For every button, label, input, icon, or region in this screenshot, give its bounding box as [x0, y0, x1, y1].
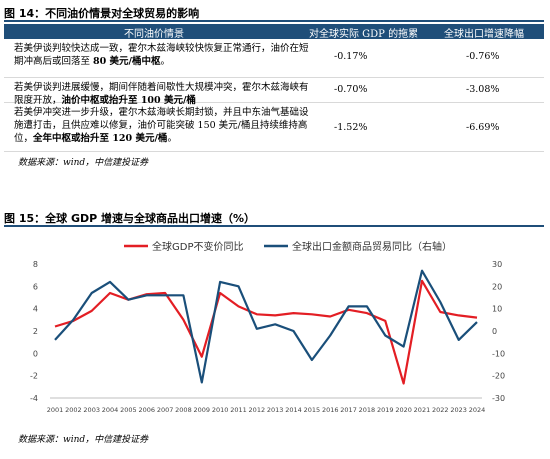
x-tick-label: 2007 — [157, 406, 174, 414]
x-tick-label: 2022 — [432, 406, 449, 414]
y-axis-right: -30 -20 -10 0 10 20 30 — [492, 260, 505, 403]
scenario-desc: 若美伊冲突进一步升级，霍尔木兹海峡长期封锁，并且中东油气基础设施遭打击，且供应难… — [14, 107, 309, 144]
series-line-gdp — [54, 279, 478, 385]
y-left-tick-label: 8 — [33, 260, 38, 269]
y-right-tick-label: 30 — [492, 260, 502, 269]
x-tick-label: 2011 — [230, 406, 247, 414]
x-tick-label: 2008 — [175, 406, 192, 414]
fig15-source: 数据来源：wind，中信建投证券 — [18, 435, 149, 445]
x-tick-label: 2024 — [469, 406, 486, 414]
x-tick-label: 2021 — [414, 406, 431, 414]
y-right-tick-label: 0 — [492, 327, 497, 336]
x-tick-label: 2010 — [212, 406, 229, 414]
header-export: 全球出口增速降幅 — [444, 29, 524, 40]
table-header: 不同油价情景 对全球实际 GDP 的拖累 全球出口增速降幅 — [4, 24, 544, 40]
scenario-desc: 若美伊谈判进展缓慢，期间伴随着间歇性大规模冲突，霍尔木兹海峡有限度开放，油价中枢… — [14, 82, 309, 106]
legend-label-gdp: 全球GDP不变价同比 — [152, 240, 243, 253]
x-tick-label: 2005 — [120, 406, 137, 414]
x-tick-label: 2023 — [450, 406, 467, 414]
y-left-tick-label: 6 — [33, 282, 38, 291]
fig15-title: 图 15：全球 GDP 增速与全球商品出口增速（%） — [4, 212, 256, 225]
series-line-export — [54, 269, 478, 384]
table-row: 若美伊谈判进展缓慢，期间伴随着间歇性大规模冲突，霍尔木兹海峡有限度开放，油价中枢… — [4, 78, 544, 106]
scenario-desc: 若美伊谈判较快达成一致，霍尔木兹海峡较快恢复正常通行，油价在短期冲高后或回落至 … — [14, 43, 309, 67]
export-decline-value: -3.08% — [466, 84, 500, 95]
x-tick-label: 2006 — [138, 406, 155, 414]
x-tick-label: 2015 — [304, 406, 321, 414]
y-right-tick-label: -30 — [492, 394, 505, 403]
x-tick-label: 2002 — [65, 406, 82, 414]
fig15-top-rule — [4, 225, 544, 227]
header-scenario: 不同油价情景 — [124, 29, 184, 40]
x-tick-label: 2004 — [102, 406, 119, 414]
gdp-drag-value: -0.70% — [334, 84, 368, 95]
x-tick-label: 2017 — [340, 406, 357, 414]
fig14-title: 图 14：不同油价情景对全球贸易的影响 — [4, 7, 200, 20]
y-axis-left: -4 -2 0 2 4 6 8 — [30, 260, 38, 403]
y-left-tick-label: 2 — [33, 327, 38, 336]
x-tick-label: 2018 — [359, 406, 376, 414]
export-decline-value: -6.69% — [466, 122, 500, 133]
header-gdp: 对全球实际 GDP 的拖累 — [309, 29, 419, 40]
y-right-tick-label: -20 — [492, 372, 505, 381]
table-row: 若美伊冲突进一步升级，霍尔木兹海峡长期封锁，并且中东油气基础设施遭打击，且供应难… — [4, 103, 544, 152]
x-tick-label: 2013 — [267, 406, 284, 414]
export-decline-value: -0.76% — [466, 51, 500, 62]
y-right-tick-label: -10 — [492, 349, 505, 358]
x-tick-label: 2003 — [83, 406, 100, 414]
x-tick-label: 2014 — [285, 406, 302, 414]
y-left-tick-label: -4 — [30, 394, 38, 403]
y-right-tick-label: 10 — [492, 305, 502, 314]
x-axis: 2001 2002 2003 2004 2005 2006 2007 2008 2009 2010… — [47, 397, 486, 414]
x-tick-label: 2001 — [47, 406, 64, 414]
x-tick-label: 2016 — [322, 406, 339, 414]
plot-area — [54, 269, 478, 385]
legend-label-export: 全球出口金额商品贸易同比（右轴） — [292, 240, 452, 253]
gdp-drag-value: -1.52% — [334, 122, 368, 133]
x-tick-label: 2009 — [194, 406, 211, 414]
x-tick-label: 2019 — [377, 406, 394, 414]
y-left-tick-label: -2 — [30, 372, 38, 381]
x-tick-label: 2012 — [249, 406, 266, 414]
y-left-tick-label: 4 — [33, 305, 38, 314]
x-tick-label: 2020 — [395, 406, 412, 414]
y-right-tick-label: 20 — [492, 282, 502, 291]
fig14-source: 数据来源：wind，中信建投证券 — [18, 158, 149, 168]
chart-legend: 全球GDP不变价同比 全球出口金额商品贸易同比（右轴） — [124, 240, 452, 253]
y-left-tick-label: 0 — [33, 349, 38, 358]
table-row: 若美伊谈判较快达成一致，霍尔木兹海峡较快恢复正常通行，油价在短期冲高后或回落至 … — [4, 39, 544, 78]
gdp-drag-value: -0.17% — [334, 51, 368, 62]
fig14-top-rule — [4, 20, 544, 22]
